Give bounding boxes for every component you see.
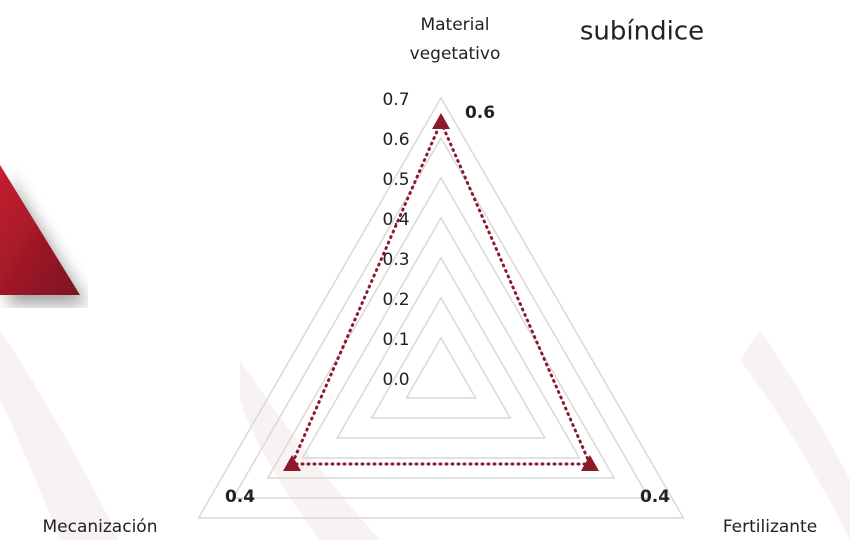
r-tick-label: 0.7 [382,90,409,110]
r-tick-label: 0.5 [382,170,409,190]
marker [432,113,450,129]
chart-title: subíndice [580,17,704,47]
r-tick-label: 0.4 [382,210,409,230]
grid-ring [266,176,616,479]
r-tick-label: 0.2 [382,290,409,310]
watermark [0,330,850,540]
axis-label: Fertilizante [723,517,817,537]
axis-label: Mecanización [43,517,158,537]
data-label: 0.6 [465,103,495,123]
r-tick-label: 0.6 [382,130,409,150]
grid-ring [231,136,651,499]
grid-ring [301,216,581,459]
series-line [289,118,593,466]
r-tick-label: 0.0 [382,370,409,390]
plot: 0.6 0.4 0.4 [225,103,670,507]
axis-label: Material vegetativo [410,15,501,64]
grid: 0.0 0.1 0.2 0.3 0.4 0.5 0.6 0.7 Material vegetati… [43,15,818,537]
r-tick-label: 0.3 [382,250,409,270]
grid-ring [197,96,685,519]
data-label: 0.4 [640,487,670,507]
grid-ring [405,336,477,399]
grid-ring [335,256,547,439]
marker [283,455,302,471]
data-label: 0.4 [225,487,255,507]
grid-ring [370,296,512,419]
marker [580,455,599,471]
r-tick-label: 0.1 [382,330,409,350]
decoration [0,165,80,295]
